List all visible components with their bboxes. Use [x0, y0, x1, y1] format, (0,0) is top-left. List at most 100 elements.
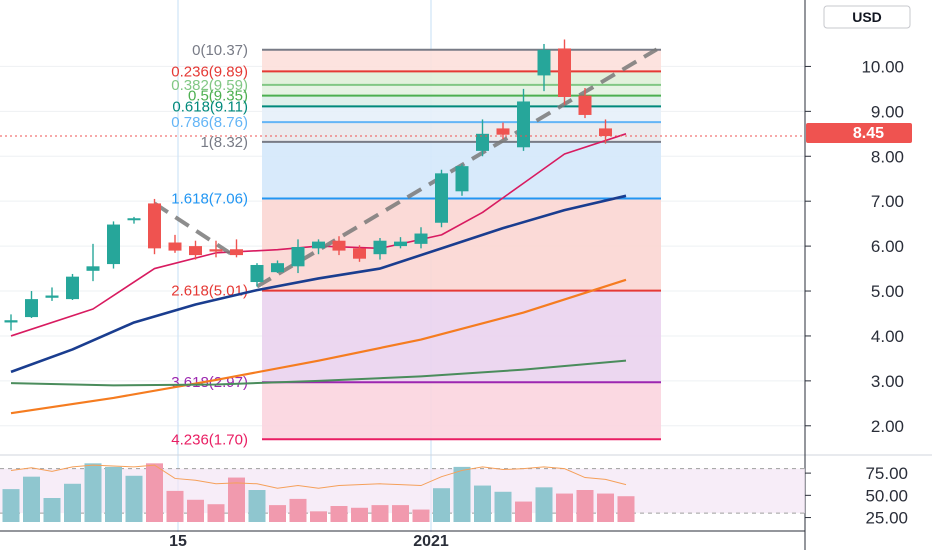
candle-up	[25, 299, 38, 318]
candle-up	[537, 49, 551, 76]
volume-bar-up	[84, 463, 102, 522]
fib-zone	[262, 290, 661, 383]
candle-up	[435, 173, 448, 223]
volume-bar-down	[146, 463, 163, 522]
volume-bar-down	[515, 501, 532, 522]
candle-down	[209, 249, 223, 252]
candle-up	[250, 264, 264, 283]
x-tick-label: 2021	[413, 533, 449, 550]
volume-bar-up	[453, 466, 471, 522]
fib-zone	[262, 84, 661, 96]
fib-zone	[262, 382, 661, 440]
volume-bar-up	[2, 489, 20, 522]
volume-bar-down	[166, 490, 184, 522]
y-tick-label: 10.00	[861, 57, 904, 76]
fib-level-label: 0.382(9.59)	[171, 77, 248, 94]
fib-zone	[262, 71, 661, 85]
volume-bar-up	[125, 475, 143, 522]
volume-bar-down	[617, 496, 635, 522]
volume-bar-down	[228, 477, 245, 522]
candle-up	[271, 263, 284, 273]
y-tick-label: 4.00	[871, 327, 904, 346]
fib-zone	[262, 49, 661, 72]
volume-bar-down	[597, 493, 614, 522]
y-tick-label: 6.00	[871, 237, 904, 256]
candle-up	[4, 320, 18, 323]
volume-bar-up	[248, 490, 266, 522]
fib-zone	[262, 122, 661, 142]
candle-down	[578, 95, 592, 115]
fib-level-label: 0.236(9.89)	[171, 63, 248, 80]
volume-bar-up	[23, 476, 40, 522]
candle-down	[558, 48, 571, 97]
volume-bar-down	[187, 499, 204, 522]
fib-level-label: 0(10.37)	[192, 42, 248, 59]
fib-level-label: 2.618(5.01)	[171, 283, 248, 300]
volume-bar-down	[330, 506, 348, 522]
candle-up	[455, 166, 469, 192]
candle-up	[86, 266, 100, 271]
y-tick-label: 3.00	[871, 372, 904, 391]
candle-up	[373, 240, 387, 255]
volume-bar-down	[412, 509, 430, 522]
fib-level-label: 4.236(1.70)	[171, 431, 248, 448]
volume-bar-down	[269, 505, 286, 522]
candle-down	[332, 240, 346, 251]
candle-down	[496, 128, 510, 135]
volume-bar-up	[433, 488, 450, 522]
fib-level-label: 1(8.32)	[200, 134, 248, 151]
oscillator-pane	[0, 463, 805, 522]
candle-down	[230, 249, 243, 256]
osc-tick-label: 75.00	[865, 464, 908, 483]
candle-down	[353, 248, 366, 259]
fib-level-label: 1.618(7.06)	[171, 190, 248, 207]
volume-bar-down	[207, 504, 225, 522]
y-tick-label: 5.00	[871, 282, 904, 301]
osc-tick-label: 25.00	[865, 509, 908, 528]
candle-up	[414, 233, 428, 244]
price-axis[interactable]: 2.00 3.00 4.00 5.00 6.00 7.00 8.00 9.00 10.00 25.…	[805, 57, 908, 528]
candle-up	[312, 241, 325, 249]
candle-down	[168, 242, 182, 251]
candle-up	[107, 224, 120, 265]
osc-tick-label: 50.00	[865, 486, 908, 505]
candle-up	[127, 218, 141, 221]
moving-average-line	[10, 359, 627, 387]
candle-up	[291, 247, 305, 267]
last-price-badge	[806, 123, 912, 143]
volume-bar-down	[392, 505, 409, 522]
volume-bar-down	[310, 511, 327, 522]
oscillator-line	[10, 464, 627, 489]
y-tick-label: 8.00	[871, 147, 904, 166]
candle-up	[476, 133, 489, 151]
fib-level-label: 0.618(9.11)	[172, 98, 248, 115]
candle-up	[45, 295, 59, 298]
time-axis[interactable]: 15 2021	[0, 530, 805, 550]
moving-average-line	[10, 133, 627, 337]
volume-bar-down	[289, 498, 307, 522]
moving-average-line	[10, 278, 627, 415]
fib-level-label: 0.786(8.76)	[171, 114, 248, 131]
volume-bar-up	[474, 485, 491, 522]
candle-down	[599, 128, 612, 137]
currency-label: USD	[852, 9, 882, 25]
currency-button[interactable]	[823, 5, 911, 29]
fib-zone	[262, 95, 661, 107]
volume-bar-down	[371, 505, 389, 522]
volume-bar-up	[43, 498, 61, 522]
volume-bar-up	[64, 483, 81, 522]
volume-bar-up	[535, 487, 553, 522]
volume-bar-down	[576, 490, 594, 522]
moving-averages	[10, 133, 627, 415]
y-tick-label: 9.00	[871, 102, 904, 121]
moving-average-line	[10, 194, 627, 374]
candle-up	[66, 276, 79, 300]
volume-bar-down	[351, 507, 368, 522]
trend-line	[153, 201, 238, 260]
candle-down	[148, 203, 161, 249]
y-tick-label: 7.00	[871, 192, 904, 211]
x-tick-label: 15	[169, 533, 187, 550]
volume-bar-up	[494, 491, 512, 522]
